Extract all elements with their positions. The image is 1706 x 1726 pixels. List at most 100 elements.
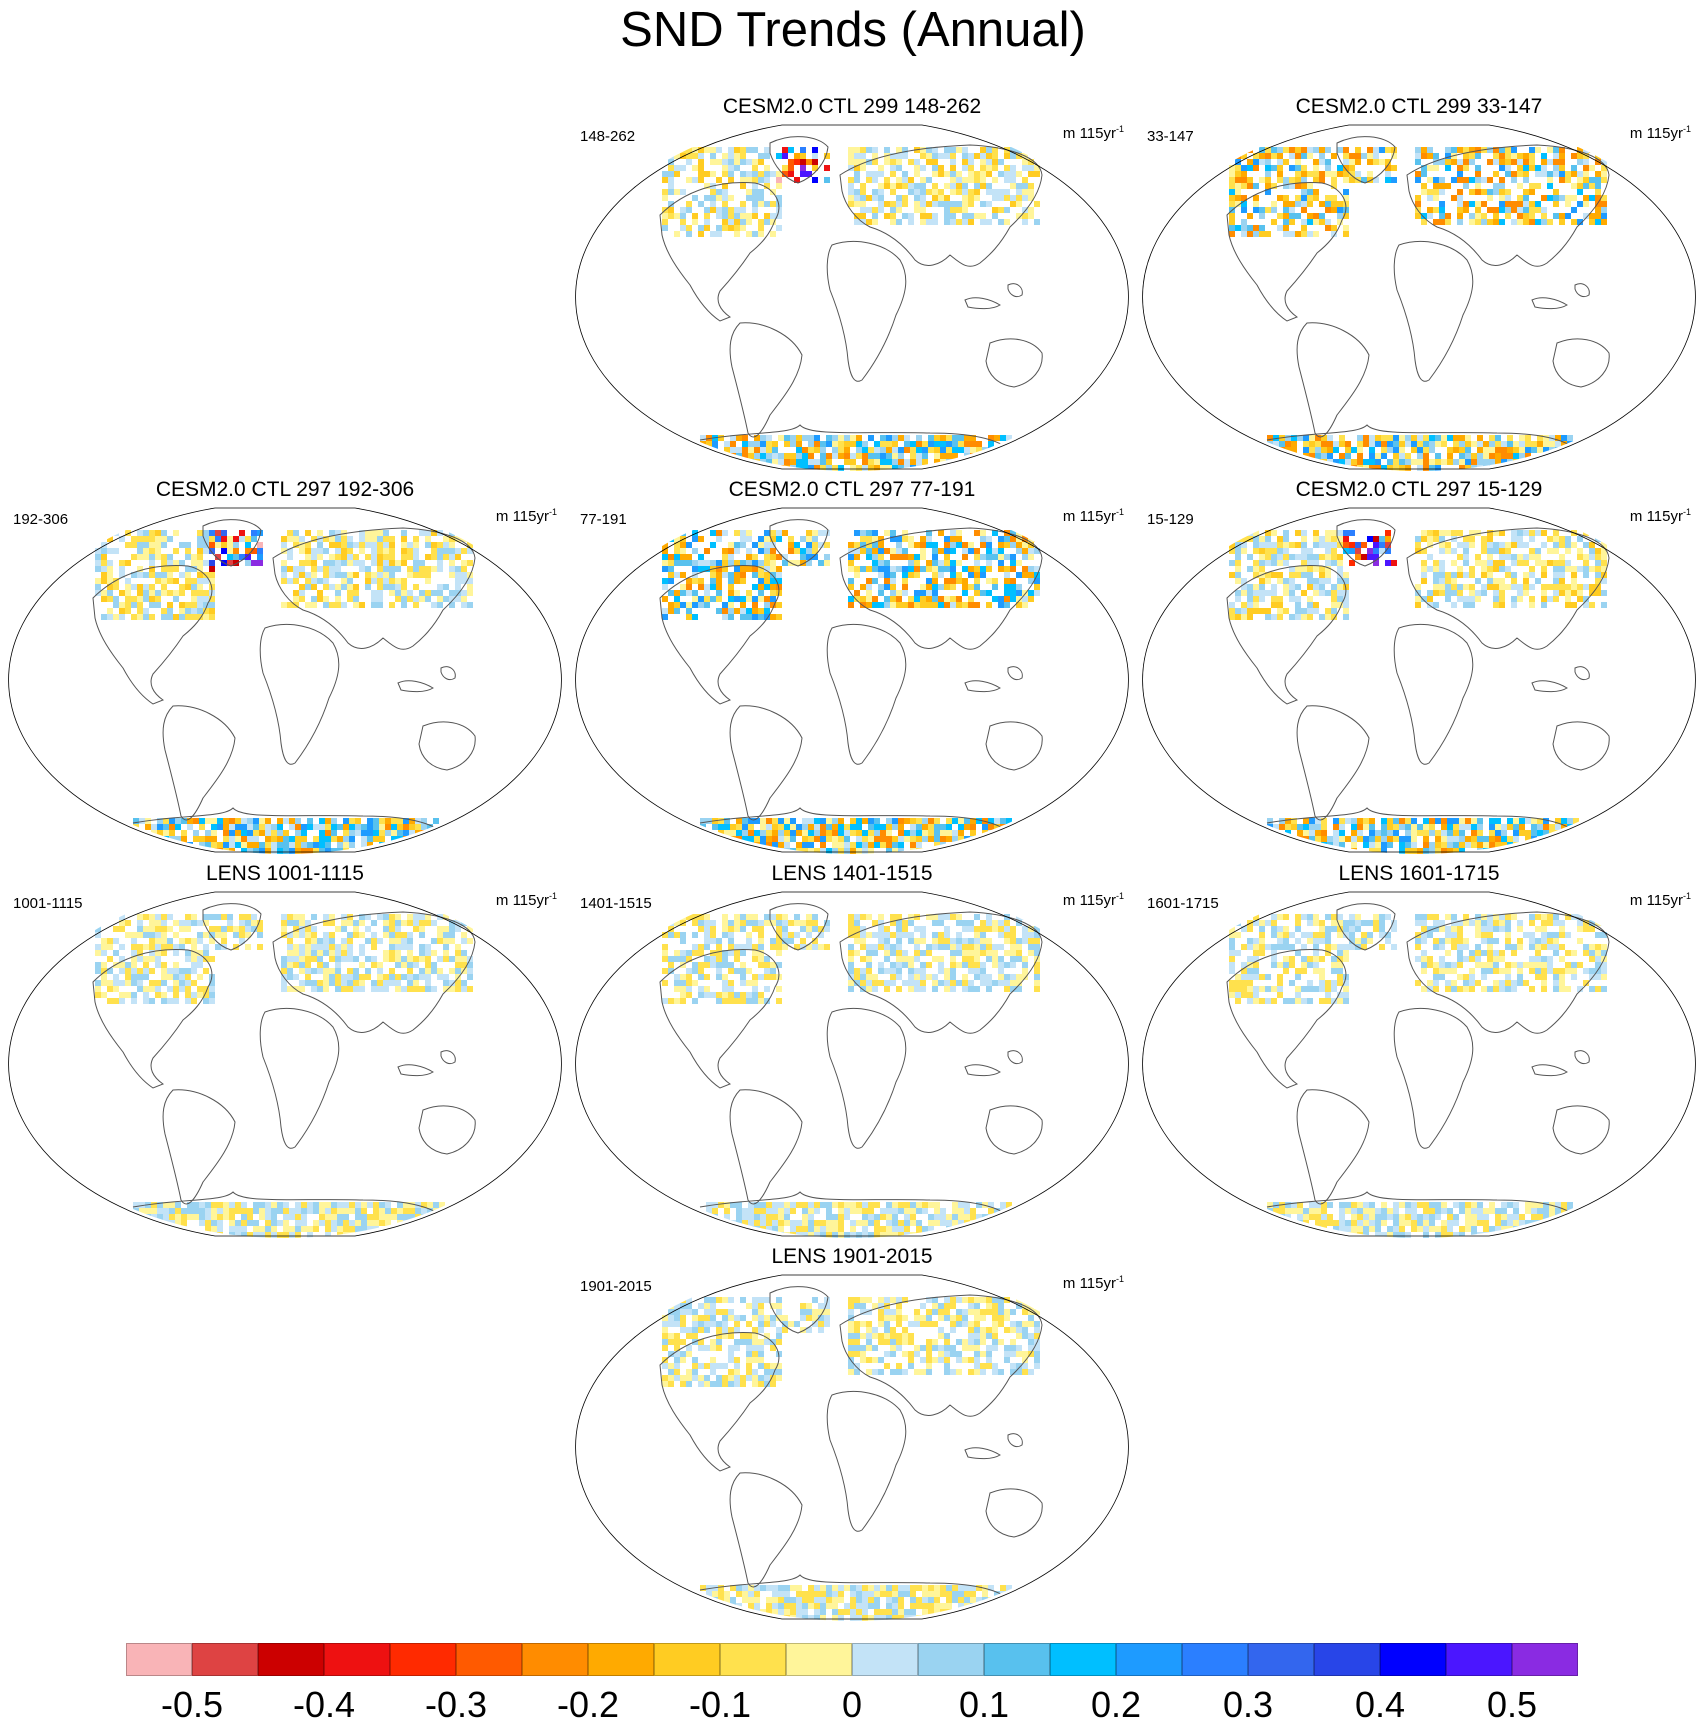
panel-title: CESM2.0 CTL 297 192-306 [3, 478, 567, 502]
panel-period-label: 1901-2015 [580, 1278, 652, 1295]
map-projection [570, 478, 1134, 858]
panel-units-label: m 115yr-1 [1063, 1274, 1124, 1292]
colorbar-swatch [720, 1643, 786, 1676]
map-projection [3, 478, 567, 858]
units-exponent: -1 [549, 507, 557, 517]
panel-period-label: 33-147 [1147, 128, 1194, 145]
map-projection [1137, 95, 1701, 475]
units-exponent: -1 [1116, 1274, 1124, 1284]
colorbar-tick-label: -0.1 [660, 1684, 780, 1726]
colorbar-swatch [852, 1643, 918, 1676]
panel-period-label: 1401-1515 [580, 895, 652, 912]
panel-title: LENS 1601-1715 [1137, 862, 1701, 886]
map-panel: LENS 1601-1715 1601-1715 m 115yr-1 [1137, 862, 1701, 1242]
map-projection [1137, 478, 1701, 858]
map-panel: CESM2.0 CTL 297 77-191 77-191 m 115yr-1 [570, 478, 1134, 858]
map-panel: CESM2.0 CTL 297 15-129 15-129 m 115yr-1 [1137, 478, 1701, 858]
map-panel: LENS 1901-2015 1901-2015 m 115yr-1 [570, 1245, 1134, 1625]
panel-title: CESM2.0 CTL 299 33-147 [1137, 95, 1701, 119]
colorbar-swatch [324, 1643, 390, 1676]
colorbar-swatch [918, 1643, 984, 1676]
colorbar-swatch [1314, 1643, 1380, 1676]
map-projection [570, 1245, 1134, 1625]
map-boundary [9, 508, 562, 852]
map-projection [3, 862, 567, 1242]
colorbar-swatch [1182, 1643, 1248, 1676]
map-projection [570, 862, 1134, 1242]
panel-period-label: 15-129 [1147, 511, 1194, 528]
units-text: m 115yr [1630, 508, 1683, 525]
units-text: m 115yr [1630, 125, 1683, 142]
panel-period-label: 77-191 [580, 511, 627, 528]
map-panel: CESM2.0 CTL 299 148-262 148-262 m 115yr-1 [570, 95, 1134, 475]
colorbar-tick-label: -0.5 [132, 1684, 252, 1726]
panel-period-label: 192-306 [13, 511, 68, 528]
colorbar-swatch [1512, 1643, 1578, 1676]
map-panel: CESM2.0 CTL 297 192-306 192-306 m 115yr-1 [3, 478, 567, 858]
map-boundary [576, 125, 1129, 469]
map-projection [1137, 862, 1701, 1242]
units-text: m 115yr [496, 892, 549, 909]
panel-title: CESM2.0 CTL 297 15-129 [1137, 478, 1701, 502]
units-text: m 115yr [1063, 892, 1116, 909]
units-text: m 115yr [1063, 125, 1116, 142]
panel-units-label: m 115yr-1 [1063, 891, 1124, 909]
colorbar-tick-label: -0.3 [396, 1684, 516, 1726]
panel-title: CESM2.0 CTL 297 77-191 [570, 478, 1134, 502]
colorbar-tick-label: 0 [792, 1684, 912, 1726]
map-boundary [9, 892, 562, 1236]
colorbar-swatch [1116, 1643, 1182, 1676]
units-exponent: -1 [1683, 124, 1691, 134]
units-exponent: -1 [1683, 507, 1691, 517]
units-text: m 115yr [1063, 1275, 1116, 1292]
units-exponent: -1 [549, 891, 557, 901]
colorbar-swatch [456, 1643, 522, 1676]
units-exponent: -1 [1116, 507, 1124, 517]
panel-units-label: m 115yr-1 [1630, 124, 1691, 142]
map-boundary [1143, 508, 1696, 852]
units-exponent: -1 [1683, 891, 1691, 901]
colorbar-tick-label: 0.1 [924, 1684, 1044, 1726]
colorbar-swatch [192, 1643, 258, 1676]
panel-units-label: m 115yr-1 [1630, 891, 1691, 909]
colorbar-swatch [522, 1643, 588, 1676]
units-exponent: -1 [1116, 891, 1124, 901]
colorbar-swatch [654, 1643, 720, 1676]
map-projection [570, 95, 1134, 475]
panel-title: LENS 1001-1115 [3, 862, 567, 886]
units-exponent: -1 [1116, 124, 1124, 134]
colorbar-tick-label: 0.5 [1452, 1684, 1572, 1726]
panel-period-label: 1001-1115 [13, 895, 83, 912]
colorbar-swatch [258, 1643, 324, 1676]
panel-period-label: 1601-1715 [1147, 895, 1219, 912]
figure-title: SND Trends (Annual) [0, 2, 1706, 58]
map-panel: CESM2.0 CTL 299 33-147 33-147 m 115yr-1 [1137, 95, 1701, 475]
panel-units-label: m 115yr-1 [496, 891, 557, 909]
colorbar-swatch [1248, 1643, 1314, 1676]
colorbar-swatch [984, 1643, 1050, 1676]
panel-period-label: 148-262 [580, 128, 635, 145]
units-text: m 115yr [1063, 508, 1116, 525]
colorbar-tick-label: 0.2 [1056, 1684, 1176, 1726]
map-panel: LENS 1001-1115 1001-1115 m 115yr-1 [3, 862, 567, 1242]
colorbar-swatch [1050, 1643, 1116, 1676]
colorbar-tick-label: 0.4 [1320, 1684, 1440, 1726]
colorbar-swatch [1380, 1643, 1446, 1676]
panel-units-label: m 115yr-1 [1063, 507, 1124, 525]
units-text: m 115yr [496, 508, 549, 525]
panel-title: CESM2.0 CTL 299 148-262 [570, 95, 1134, 119]
panel-title: LENS 1901-2015 [570, 1245, 1134, 1269]
map-boundary [576, 892, 1129, 1236]
panel-units-label: m 115yr-1 [1063, 124, 1124, 142]
colorbar-tick-label: 0.3 [1188, 1684, 1308, 1726]
units-text: m 115yr [1630, 892, 1683, 909]
panel-units-label: m 115yr-1 [496, 507, 557, 525]
colorbar-tick-label: -0.2 [528, 1684, 648, 1726]
colorbar-swatch [786, 1643, 852, 1676]
panel-units-label: m 115yr-1 [1630, 507, 1691, 525]
colorbar-swatch [126, 1643, 192, 1676]
colorbar-tick-label: -0.4 [264, 1684, 384, 1726]
colorbar-swatch [1446, 1643, 1512, 1676]
colorbar-swatch [390, 1643, 456, 1676]
